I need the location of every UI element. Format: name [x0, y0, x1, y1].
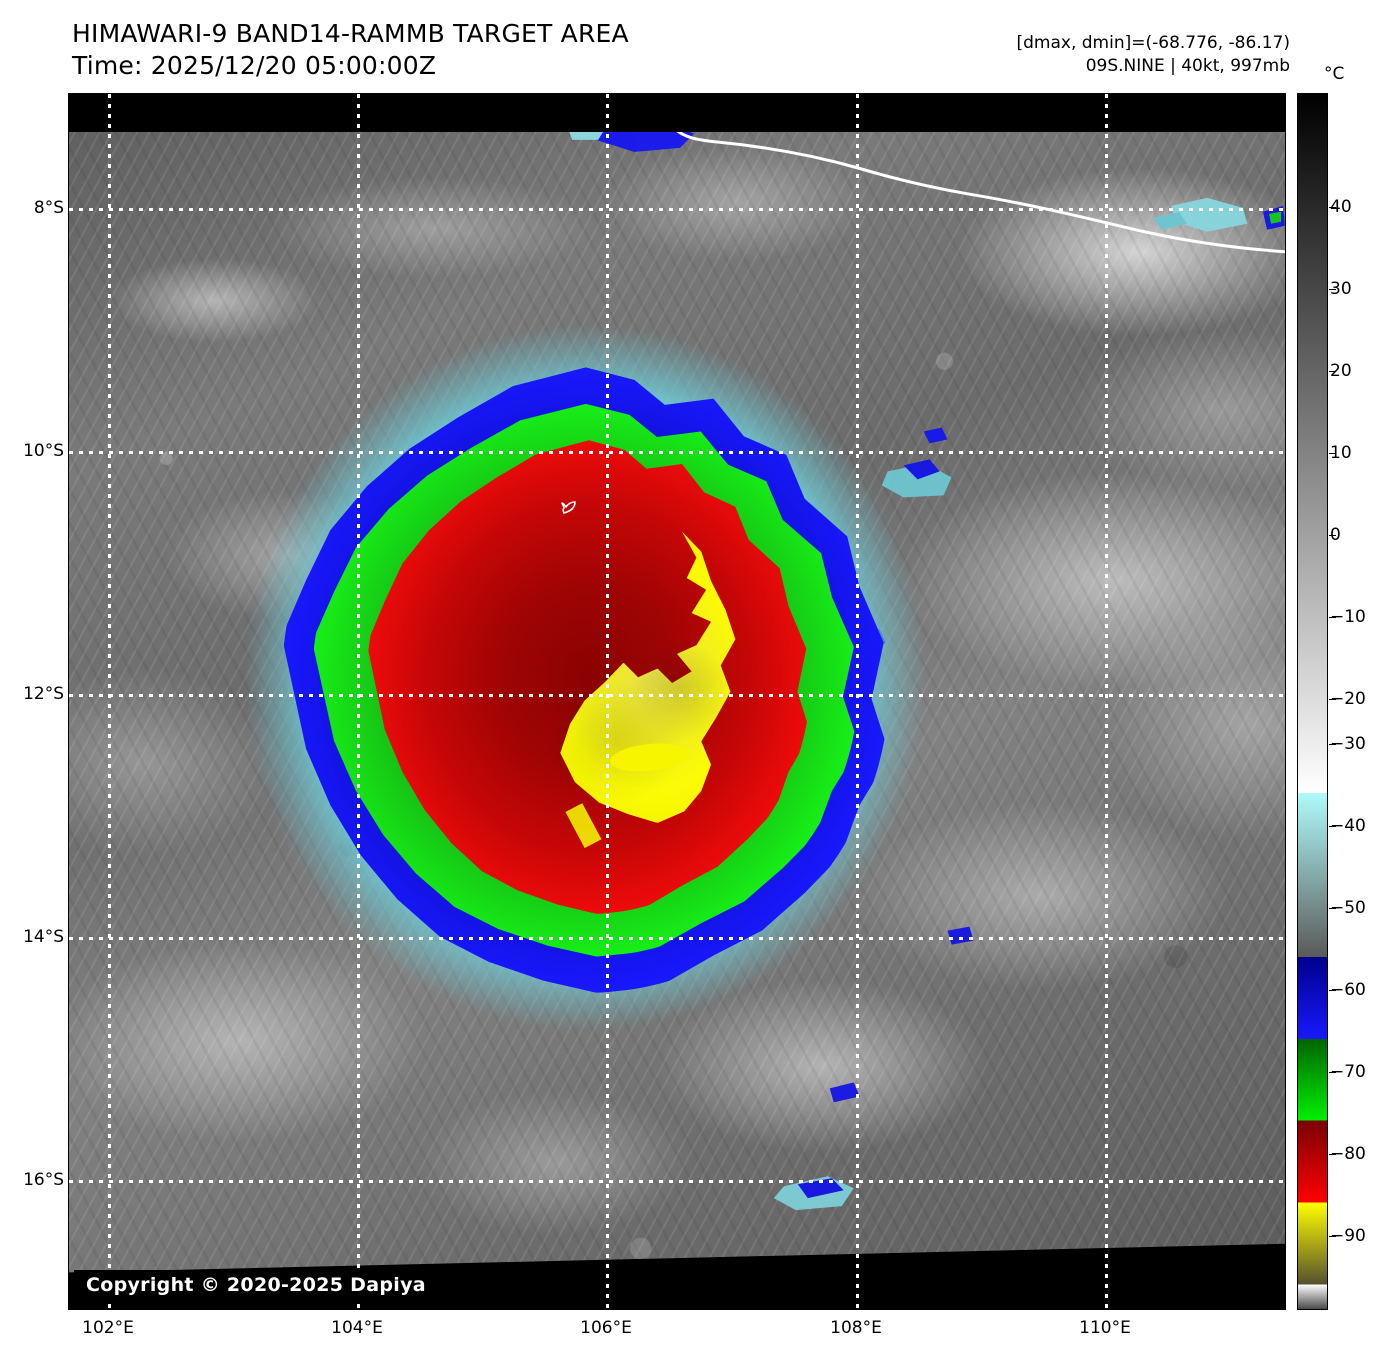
colorbar-tick-neg50: −50: [1330, 898, 1366, 918]
page-title: HIMAWARI-9 BAND14-RAMMB TARGET AREA: [72, 19, 629, 48]
gridline-lon-110e: [1105, 94, 1108, 1309]
colorbar-units-label: °C: [1324, 64, 1345, 84]
colorbar-tick-neg20: −20: [1330, 689, 1366, 709]
axis-label-lat-8s: 8°S: [33, 198, 64, 218]
gridline-lat-8s: [69, 208, 1285, 211]
gridline-lat-14s: [69, 937, 1285, 940]
colorbar-tick-neg70: −70: [1330, 1062, 1366, 1082]
gridline-lon-106e: [606, 94, 609, 1309]
axis-label-lat-10s: 10°S: [23, 441, 64, 461]
axis-label-lon-110e: 110°E: [1079, 1318, 1131, 1338]
axis-label-lon-106e: 106°E: [580, 1318, 632, 1338]
axis-label-lat-12s: 12°S: [23, 684, 64, 704]
storm-info-label: 09S.NINE | 40kt, 997mb: [1085, 56, 1290, 76]
colorbar-tick-neg60: −60: [1330, 980, 1366, 1000]
gridline-lat-12s: [69, 694, 1285, 697]
colorbar-tick-20: 20: [1330, 361, 1352, 381]
header-title-block: HIMAWARI-9 BAND14-RAMMB TARGET AREA Time…: [72, 18, 629, 82]
colorbar-tick-neg40: −40: [1330, 816, 1366, 836]
colorbar-tick-40: 40: [1330, 197, 1352, 217]
gridline-lon-108e: [856, 94, 859, 1309]
timestamp-label: Time: 2025/12/20 05:00:00Z: [72, 51, 437, 80]
colorbar-gradient: [1298, 94, 1327, 1309]
data-void-band-top-right: [616, 94, 1285, 107]
temperature-colorbar[interactable]: [1297, 93, 1328, 1310]
satellite-image-plot[interactable]: Copyright © 2020-2025 Dapiya: [68, 93, 1286, 1310]
gridline-lon-102e: [108, 94, 111, 1309]
dmax-dmin-label: [dmax, dmin]=(-68.776, -86.17): [1016, 33, 1291, 53]
header-meta-block: [dmax, dmin]=(-68.776, -86.17) 09S.NINE …: [1017, 32, 1291, 78]
gridline-lat-16s: [69, 1180, 1285, 1183]
gridline-lat-10s: [69, 451, 1285, 454]
gridline-lon-104e: [357, 94, 360, 1309]
colorbar-tick-neg90: −90: [1330, 1226, 1366, 1246]
tropical-cyclone-symbol: [561, 501, 576, 515]
colorbar-tick-0: 0: [1330, 525, 1341, 545]
axis-label-lon-102e: 102°E: [82, 1318, 134, 1338]
copyright-watermark: Copyright © 2020-2025 Dapiya: [74, 1270, 438, 1301]
colorbar-tick-neg30: −30: [1330, 734, 1366, 754]
coldest-top-shading: [531, 531, 775, 823]
colorbar-tick-30: 30: [1330, 279, 1352, 299]
axis-label-lon-104e: 104°E: [331, 1318, 383, 1338]
axis-label-lat-16s: 16°S: [23, 1170, 64, 1190]
axis-label-lon-108e: 108°E: [830, 1318, 882, 1338]
colorbar-tick-10: 10: [1330, 443, 1352, 463]
coastline-overlay: [650, 94, 1285, 254]
axis-label-lat-14s: 14°S: [23, 927, 64, 947]
colorbar-tick-neg80: −80: [1330, 1144, 1366, 1164]
colorbar-tick-neg10: −10: [1330, 607, 1366, 627]
